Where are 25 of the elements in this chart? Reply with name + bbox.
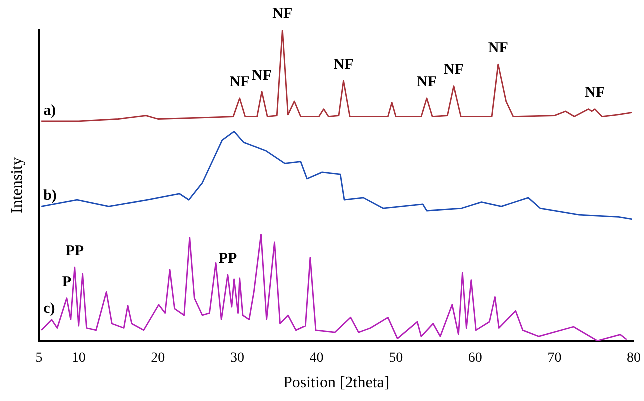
annotation: NF [417,74,438,90]
annotation: P [62,274,72,290]
annotation: NF [444,62,464,78]
x-tick-label: 40 [310,351,324,366]
x-tick-label: 30 [230,351,244,366]
x-tick-label: 80 [627,351,641,366]
x-axis-title: Position [2theta] [283,374,390,392]
x-tick-label: 60 [468,351,482,366]
series-label: a) [44,102,56,119]
annotation: PP [218,250,238,267]
annotation: NF [585,85,606,102]
annotation: NF [252,68,272,84]
x-tick-label: 20 [151,351,166,366]
annotation: NF [272,6,293,22]
x-tick-label: 10 [72,351,86,366]
annotation: NF [230,74,250,90]
x-tick-label: 5 [36,351,43,366]
annotation: NF [334,56,354,73]
annotation: NF [488,40,508,56]
y-axis-title: Intensity [8,158,26,214]
x-tick-label: 50 [389,351,404,366]
x-tick-label: 70 [548,351,562,366]
series-label: b) [44,188,57,204]
series-label: c) [44,301,56,318]
annotation: PP [66,243,84,260]
